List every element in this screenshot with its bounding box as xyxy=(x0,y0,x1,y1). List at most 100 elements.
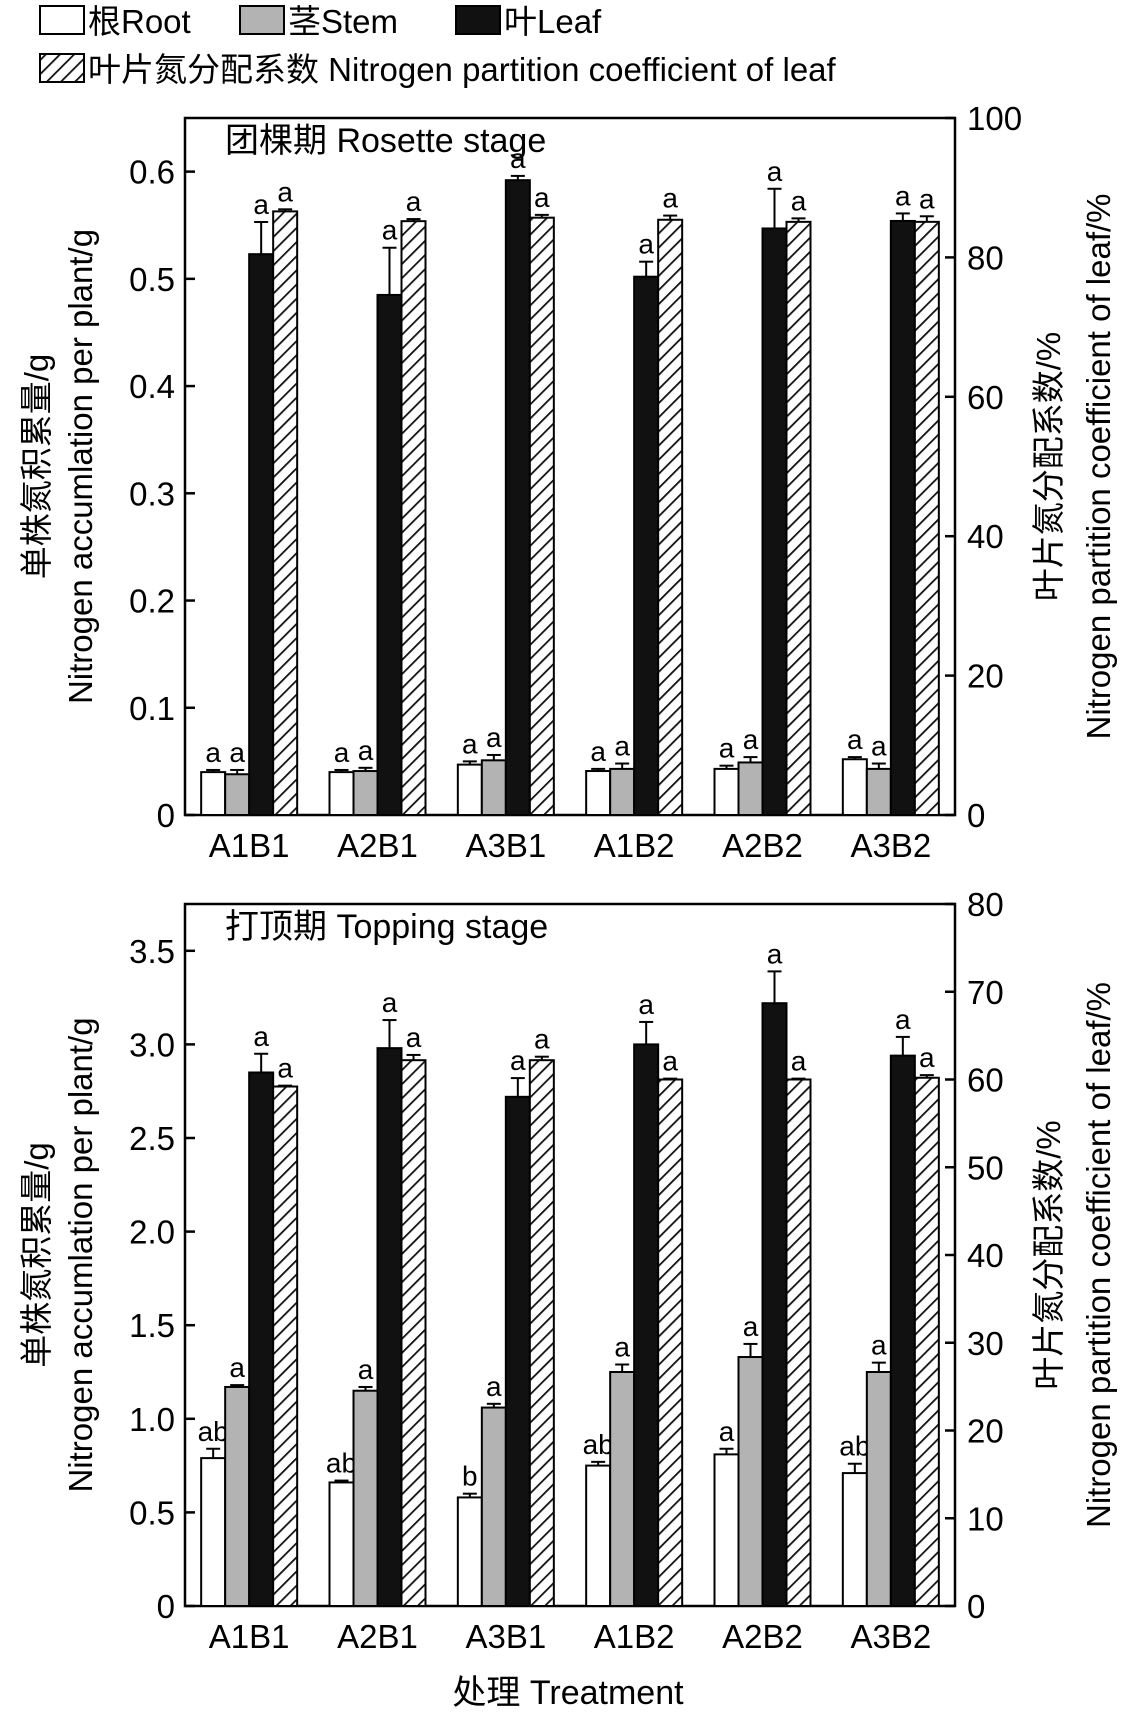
legend-label-coef: 叶片氮分配系数 Nitrogen partition coefficient o… xyxy=(88,51,837,88)
significance-label-root: ab xyxy=(839,1431,870,1462)
bar-root xyxy=(841,1472,868,1608)
bar-leaf xyxy=(889,1054,916,1607)
significance-label-root: a xyxy=(590,736,606,767)
x-tick-label: A3B1 xyxy=(465,827,546,864)
significance-label-leaf: a xyxy=(638,989,654,1020)
legend-swatch-leaf xyxy=(455,5,501,35)
left-tick-label: 0.6 xyxy=(129,154,175,191)
x-axis-label: 处理 Treatment xyxy=(452,1674,684,1712)
significance-label-stem: a xyxy=(614,1332,630,1363)
significance-label-root: b xyxy=(462,1461,478,1492)
chart-title: 团棵期 Rosette stage xyxy=(225,122,546,160)
significance-label-coef: a xyxy=(406,186,422,217)
x-tick-label: A1B2 xyxy=(594,1618,675,1655)
significance-label-leaf: a xyxy=(382,215,398,246)
right-tick-label: 10 xyxy=(967,1500,1004,1537)
significance-label-stem: a xyxy=(743,724,759,755)
bar-coef xyxy=(272,210,299,816)
plot-frame xyxy=(183,116,957,817)
significance-label-stem: a xyxy=(229,1352,245,1383)
x-tick-label: A2B1 xyxy=(337,1618,418,1655)
right-tick-label: 50 xyxy=(967,1149,1004,1186)
right-tick-label: 0 xyxy=(967,797,985,834)
significance-label-leaf: a xyxy=(895,180,911,211)
bar-coef xyxy=(528,216,555,816)
right-axis-title-cn: 叶片氮分配系数/% xyxy=(1030,1120,1067,1390)
bar-coef xyxy=(785,1078,812,1607)
right-tick-label: 80 xyxy=(967,886,1004,923)
significance-label-stem: a xyxy=(871,731,887,762)
left-tick-label: 0 xyxy=(157,797,175,834)
significance-label-coef: a xyxy=(277,176,293,207)
left-tick-label: 0.1 xyxy=(129,690,175,727)
significance-label-coef: a xyxy=(662,1046,678,1077)
bar-stem xyxy=(224,1385,251,1607)
x-tick-label: A1B2 xyxy=(594,827,675,864)
significance-label-root: a xyxy=(205,737,221,768)
left-tick-label: 2.5 xyxy=(129,1120,175,1157)
right-tick-label: 100 xyxy=(967,100,1022,137)
x-tick-label: A3B2 xyxy=(850,827,931,864)
legend-label-leaf: 叶Leaf xyxy=(504,3,602,40)
right-tick-label: 60 xyxy=(967,1062,1004,1099)
significance-label-coef: a xyxy=(919,1042,935,1073)
left-tick-label: 0.3 xyxy=(129,475,175,512)
bar-stem xyxy=(480,1406,507,1607)
significance-label-stem: a xyxy=(358,735,374,766)
left-tick-label: 0.5 xyxy=(129,261,175,298)
bar-coef xyxy=(400,1059,427,1607)
left-tick-label: 0.2 xyxy=(129,583,175,620)
bar-stem xyxy=(352,1389,379,1607)
left-axis-title-en: Nitrogen accumlation per plant/g xyxy=(62,1017,99,1492)
left-tick-label: 0 xyxy=(157,1588,175,1625)
bar-root xyxy=(713,1453,740,1608)
bar-coef xyxy=(913,220,940,816)
significance-label-stem: a xyxy=(486,1371,502,1402)
bar-root xyxy=(713,767,740,816)
right-axis-title-en: Nitrogen partition coefficient of leaf/% xyxy=(1080,982,1117,1528)
left-axis-title-cn: 单株氮积累量/g xyxy=(18,354,55,580)
bar-root xyxy=(456,763,483,817)
bar-root xyxy=(200,771,227,816)
significance-label-coef: a xyxy=(534,182,550,213)
left-axis-title-cn: 单株氮积累量/g xyxy=(18,1142,55,1368)
legend: 根Root 茎Stem 叶Leaf 叶片氮分配系数 Nitrogen parti… xyxy=(39,3,837,88)
bar-leaf xyxy=(633,1043,660,1607)
right-tick-label: 70 xyxy=(967,974,1004,1011)
bar-coef xyxy=(657,218,684,816)
right-tick-label: 60 xyxy=(967,379,1004,416)
left-tick-label: 2.0 xyxy=(129,1214,175,1251)
significance-label-leaf: a xyxy=(253,1021,269,1052)
x-tick-label: A2B1 xyxy=(337,827,418,864)
plot-frame xyxy=(183,902,957,1608)
significance-label-leaf: a xyxy=(382,987,398,1018)
x-tick-label: A2B2 xyxy=(722,827,803,864)
significance-label-root: a xyxy=(719,733,735,764)
significance-label-coef: a xyxy=(277,1053,293,1084)
right-tick-label: 20 xyxy=(967,1413,1004,1450)
bar-root xyxy=(841,758,868,816)
bar-coef xyxy=(785,220,812,816)
legend-swatch-coef xyxy=(39,53,85,83)
left-axis-title-en: Nitrogen accumlation per plant/g xyxy=(62,229,99,704)
right-tick-label: 0 xyxy=(967,1588,985,1625)
significance-label-root: ab xyxy=(326,1448,357,1479)
bar-leaf xyxy=(376,1047,403,1608)
left-tick-label: 0.5 xyxy=(129,1494,175,1531)
bar-coef xyxy=(913,1076,940,1607)
left-tick-label: 0.4 xyxy=(129,368,175,405)
significance-label-root: a xyxy=(462,728,478,759)
significance-label-coef: a xyxy=(534,1024,550,1055)
bar-leaf xyxy=(248,253,275,816)
bar-stem xyxy=(737,761,764,816)
bar-stem xyxy=(609,767,636,816)
significance-label-leaf: a xyxy=(767,938,783,969)
right-tick-label: 40 xyxy=(967,518,1004,555)
bar-root xyxy=(328,771,355,816)
left-tick-label: 1.5 xyxy=(129,1307,175,1344)
significance-label-stem: a xyxy=(486,722,502,753)
significance-label-stem: a xyxy=(358,1354,374,1385)
x-tick-label: A1B1 xyxy=(209,827,290,864)
right-tick-label: 40 xyxy=(967,1237,1004,1274)
